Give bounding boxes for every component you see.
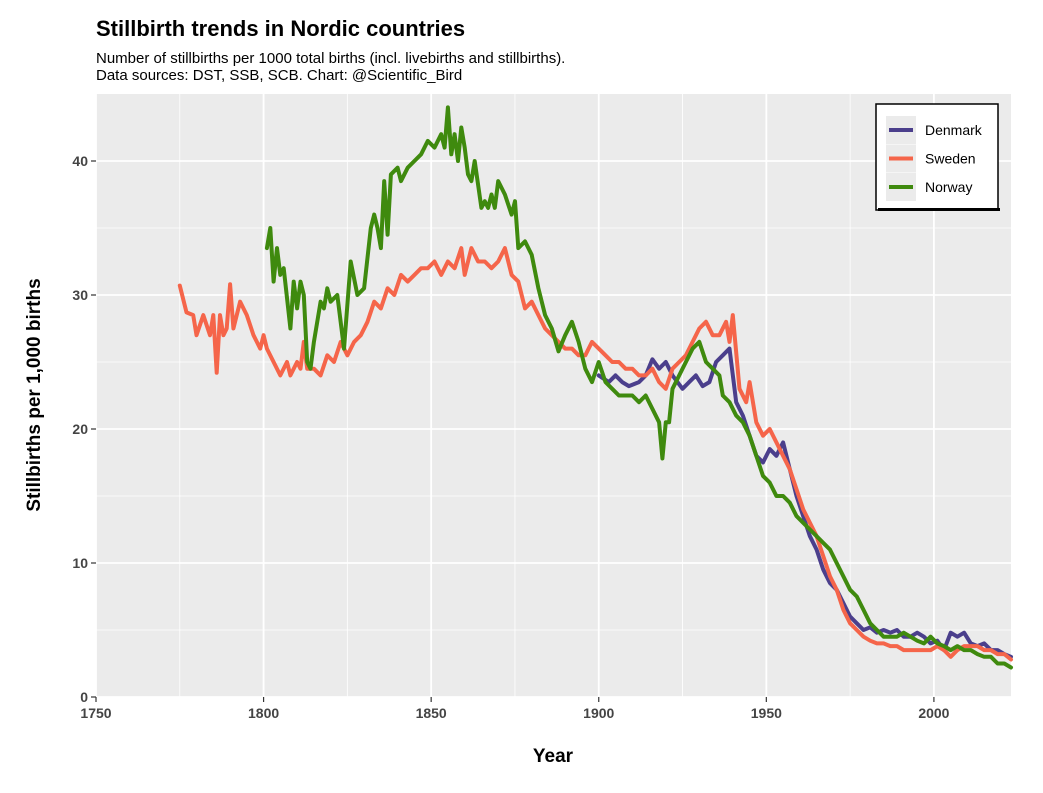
y-tick-label: 20: [72, 421, 88, 437]
x-tick-label: 2000: [918, 705, 949, 721]
x-tick-label: 1850: [416, 705, 447, 721]
series-line-sweden: [177, 246, 1013, 662]
x-tick-label: 1950: [751, 705, 782, 721]
subtitle-line-1: Number of stillbirths per 1000 total bir…: [96, 50, 566, 67]
legend-label-norway: Norway: [925, 179, 972, 195]
y-tick-label: 0: [80, 689, 88, 705]
chart-subtitle: Number of stillbirths per 1000 total bir…: [96, 50, 565, 84]
series-line-norway: [264, 105, 1013, 670]
legend-label-denmark: Denmark: [925, 122, 983, 138]
legend: Denmark Sweden Norway: [875, 103, 1000, 211]
y-tick-label: 40: [72, 153, 88, 169]
series-lines: [177, 105, 1013, 670]
grid-lines: [95, 94, 1011, 698]
y-axis-title: Stillbirths per 1,000 births: [24, 278, 45, 511]
legend-shadow: [878, 208, 1000, 211]
x-axis-title: Year: [533, 746, 574, 767]
legend-label-sweden: Sweden: [925, 151, 976, 167]
chart-title: Stillbirth trends in Nordic countries: [96, 16, 466, 41]
subtitle-line-2: Data sources: DST, SSB, SCB. Chart: @Sci…: [96, 67, 463, 84]
y-tick-label: 30: [72, 287, 88, 303]
y-tick-label: 10: [72, 555, 88, 571]
plot-panel: [96, 94, 1011, 697]
x-tick-label: 1900: [583, 705, 614, 721]
x-tick-label: 1750: [80, 705, 111, 721]
axes: 1750 1800 1850 1900 1950 2000 0 10 20 30 40: [72, 153, 949, 721]
x-tick-label: 1800: [248, 705, 279, 721]
